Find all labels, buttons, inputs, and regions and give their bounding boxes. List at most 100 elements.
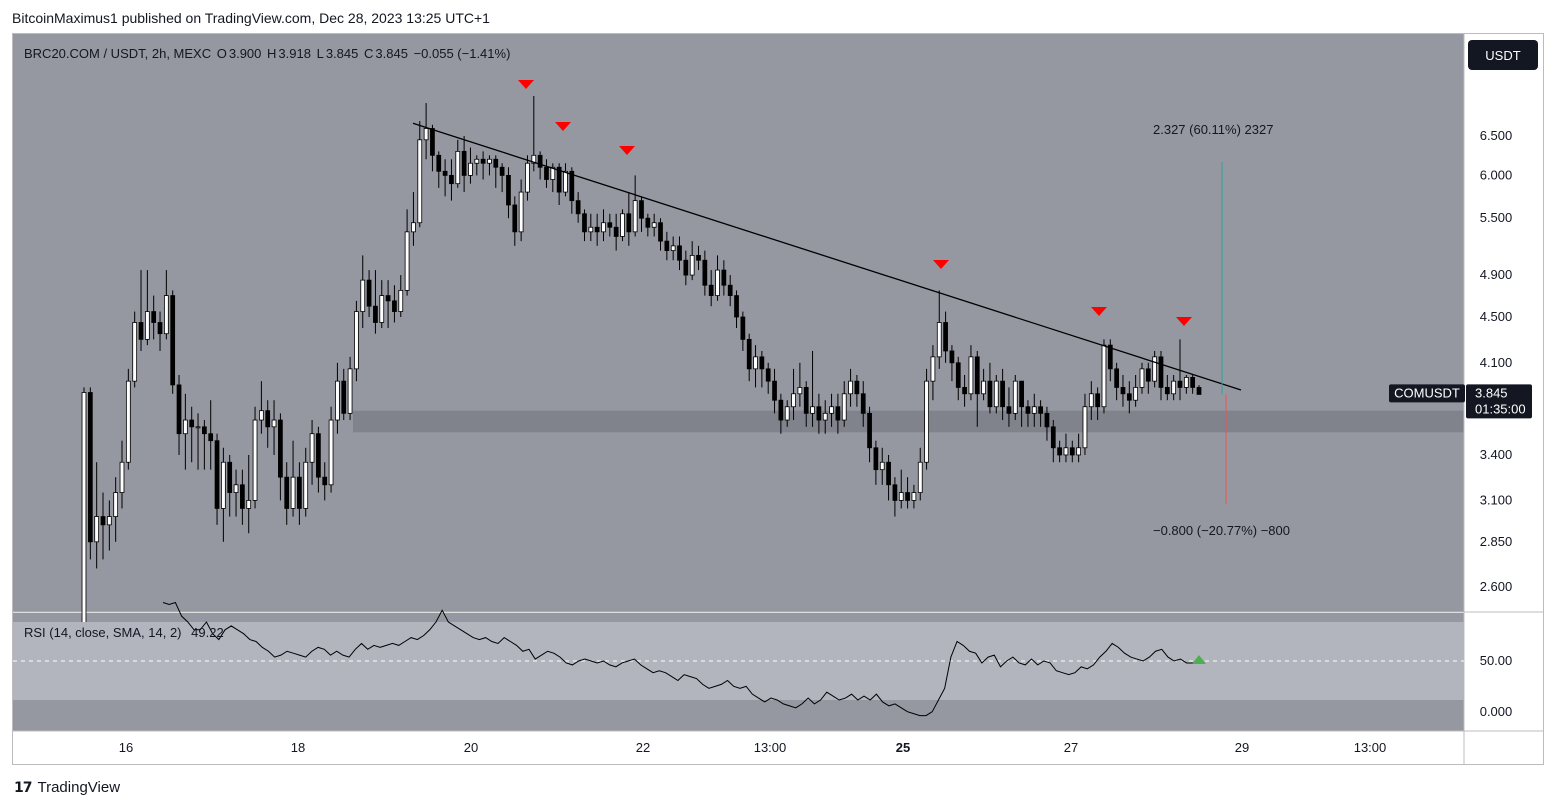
candle-body (119, 461, 125, 493)
candle-body (531, 154, 537, 164)
candle-body (848, 380, 853, 395)
price-chart[interactable]: 2.327 (60.11%) 2327 −0.800 (−20.77%) −800… (13, 34, 1543, 764)
candle-body (569, 170, 575, 202)
rsi-tick-label: 0.000 (1480, 704, 1513, 719)
candle-body (537, 154, 543, 168)
candle-body (886, 461, 891, 486)
candle-body (525, 162, 530, 193)
candle-body (499, 166, 505, 176)
candle-body (322, 476, 328, 486)
candle-body (607, 222, 613, 228)
candle-body (734, 295, 739, 318)
currency-button[interactable]: USDT (1468, 40, 1538, 70)
candle-body (683, 259, 689, 276)
candle-body (898, 492, 904, 501)
candle-body (297, 476, 302, 509)
rsi-line (162, 601, 1200, 717)
upper-measure-label: 2.327 (60.11%) 2327 (1153, 122, 1273, 137)
x-tick-label: 27 (1064, 740, 1078, 755)
legend-symbol[interactable]: BRC20.COM / USDT, 2h, MEXC (24, 46, 212, 61)
candle-body (1031, 406, 1037, 414)
candle-body (1095, 393, 1101, 408)
candle-body (392, 300, 397, 312)
candle-body (873, 447, 879, 471)
candle-body (797, 387, 803, 395)
candle-body (157, 322, 163, 335)
candle-body (240, 484, 245, 509)
candle-body (398, 289, 404, 312)
candle-body (1006, 406, 1012, 414)
candle-body (1082, 406, 1088, 449)
candle-body (1196, 387, 1202, 395)
candle-body (689, 254, 695, 276)
candle-body (917, 461, 923, 493)
chart-frame[interactable]: 2.327 (60.11%) 2327 −0.800 (−20.77%) −800… (12, 33, 1544, 765)
candle-body (436, 154, 442, 172)
legend-high-label: H (267, 46, 277, 61)
lower-measure-label: −0.800 (−20.77%) −800 (1153, 523, 1290, 538)
candle-body (506, 174, 511, 206)
price-tag-value-bg (1466, 384, 1532, 419)
candle-body (575, 200, 581, 215)
y-tick-label: 3.100 (1480, 492, 1513, 507)
candle-body (480, 158, 486, 164)
candle-body (670, 245, 676, 251)
candle-body (442, 170, 448, 176)
candle-body (626, 213, 632, 233)
candle-body (867, 412, 872, 449)
y-tick-label: 4.900 (1480, 267, 1513, 282)
candle-body (854, 380, 860, 395)
candle-body (303, 461, 309, 509)
footer-brand-name: TradingView (37, 779, 121, 796)
candle-body (772, 380, 777, 401)
candle-body (341, 380, 347, 414)
candle-body (309, 433, 315, 463)
legend-low-label: L (316, 46, 324, 61)
candle-body (879, 461, 885, 471)
candle-body (727, 284, 733, 296)
candle-body (1145, 368, 1151, 382)
candle-body (366, 279, 372, 307)
candle-body (138, 322, 144, 340)
candle-body (316, 433, 321, 478)
candle-body (227, 461, 233, 493)
candle-body (1126, 393, 1132, 401)
trendline (412, 122, 1242, 391)
rsi-label[interactable]: RSI (14, close, SMA, 14, 2) (24, 625, 182, 640)
candle-body (195, 426, 201, 429)
candle-body (658, 222, 663, 242)
candle-body (778, 399, 784, 421)
candle-body (1183, 377, 1189, 388)
candle-body (360, 279, 366, 312)
candle-body (677, 245, 682, 261)
rsi-value: 49.22 (191, 625, 224, 640)
publisher-credit: BitcoinMaximus1 published on TradingView… (12, 10, 490, 26)
candle-body (943, 322, 948, 352)
candle-body (512, 204, 518, 233)
candle-body (550, 166, 556, 180)
candle-body (379, 295, 385, 323)
candle-body (430, 128, 435, 156)
footer-brand[interactable]: 𝟭𝟳 TradingView (14, 779, 120, 796)
candle-body (664, 240, 670, 251)
candle-body (981, 380, 986, 395)
rejection-marker (555, 122, 571, 131)
candle-body (753, 356, 758, 370)
rejection-marker (518, 80, 534, 89)
candle-body (588, 226, 594, 233)
candle-body (1158, 356, 1164, 388)
candle-body (582, 213, 587, 233)
candle-body (715, 269, 720, 296)
candle-body (949, 350, 955, 364)
rejection-marker (1176, 317, 1192, 326)
candle-body (1088, 393, 1094, 408)
candle-body (87, 392, 93, 543)
y-tick-label: 2.600 (1480, 579, 1513, 594)
price-tag-value: 3.845 (1475, 385, 1508, 400)
candle-body (461, 150, 467, 176)
candle-body (1177, 380, 1183, 388)
legend-close-label: C (364, 46, 374, 61)
x-tick-label: 25 (896, 740, 910, 755)
rsi-tick-label: 50.00 (1480, 653, 1513, 668)
